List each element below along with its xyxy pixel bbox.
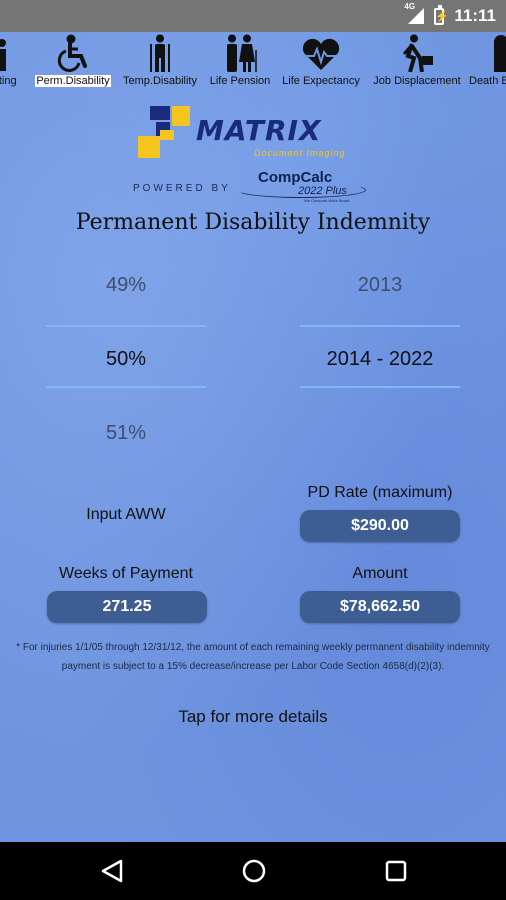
picker-divider [46, 325, 206, 327]
tab-label: Life Pension [209, 75, 271, 87]
signal-icon: 4G [404, 2, 425, 24]
amount-value: $78,662.50 [300, 591, 460, 623]
pd-rate-value: $290.00 [300, 510, 460, 542]
year-selected-option[interactable]: 2014 - 2022 [326, 348, 434, 370]
person-icon [0, 32, 12, 72]
year-prev-option[interactable]: 2013 [357, 274, 403, 296]
network-type: 4G [404, 2, 416, 11]
picker-divider [300, 386, 460, 388]
more-details-link[interactable]: Tap for more details [178, 707, 328, 726]
tab-perm-disability[interactable]: Perm.Disability [30, 32, 116, 94]
percent-selected-option[interactable]: 50% [105, 348, 147, 370]
status-bar: 4G ⚡ 11:11 [0, 0, 506, 32]
crutch-person-icon [147, 32, 173, 72]
tombstone-icon [468, 32, 506, 72]
logo-subtitle: Document Imaging [254, 148, 346, 158]
navigation-bar [0, 842, 506, 900]
tab-death-benefits[interactable]: Death B [468, 32, 506, 94]
tab-bar: cting Perm.Disability [0, 32, 506, 94]
picker-divider [300, 325, 460, 327]
tab-label: Temp.Disability [123, 75, 197, 87]
wheelchair-icon [55, 32, 91, 72]
matrix-logo: MATRIX Document Imaging [136, 104, 376, 164]
page-title: Permanent Disability Indemnity [75, 210, 431, 235]
home-icon[interactable] [239, 856, 269, 886]
tab-label: cting [0, 75, 17, 87]
battery-icon: ⚡ [434, 4, 449, 25]
amount-label: Amount [352, 565, 408, 582]
app-screen: cting Perm.Disability [0, 32, 506, 842]
elderly-couple-icon [223, 32, 257, 72]
tab-label: Death B [469, 75, 506, 87]
tab-life-pension[interactable]: Life Pension [205, 32, 275, 94]
tab-label: Job Displacement [373, 75, 461, 87]
compcalc-logo: CompCalc 2022 Plus We Compute Work Smart… [236, 169, 368, 203]
walking-briefcase-icon [400, 32, 434, 72]
tab-acting[interactable]: cting [0, 32, 22, 94]
percent-prev-option[interactable]: 49% [105, 274, 147, 296]
tab-job-displacement[interactable]: Job Displacement [366, 32, 468, 94]
input-aww-field[interactable]: Input AWW [86, 506, 166, 523]
back-icon[interactable] [97, 856, 127, 886]
compcalc-version: 2022 Plus [298, 185, 347, 197]
picker-divider [46, 386, 206, 388]
status-time: 11:11 [454, 6, 496, 25]
recents-icon[interactable] [381, 856, 411, 886]
powered-by-label: POWERED BY [133, 183, 231, 194]
heartbeat-icon [301, 32, 341, 72]
percent-picker[interactable]: 49% 50% 51% [46, 262, 206, 452]
percent-next-option[interactable]: 51% [105, 422, 147, 444]
tab-label: Perm.Disability [35, 75, 111, 87]
logo-name: MATRIX [196, 114, 322, 147]
compcalc-tagline: We Compute Work Smart. [304, 198, 351, 203]
tab-temp-disability[interactable]: Temp.Disability [116, 32, 204, 94]
tab-life-expectancy[interactable]: Life Expectancy [276, 32, 366, 94]
weeks-of-payment-label: Weeks of Payment [59, 565, 193, 582]
footnote: * For injuries 1/1/05 through 12/31/12, … [16, 642, 490, 672]
tab-label: Life Expectancy [282, 75, 360, 87]
year-picker[interactable]: 2013 2014 - 2022 [300, 262, 460, 452]
pd-rate-label: PD Rate (maximum) [307, 484, 453, 501]
weeks-of-payment-value: 271.25 [47, 591, 207, 623]
